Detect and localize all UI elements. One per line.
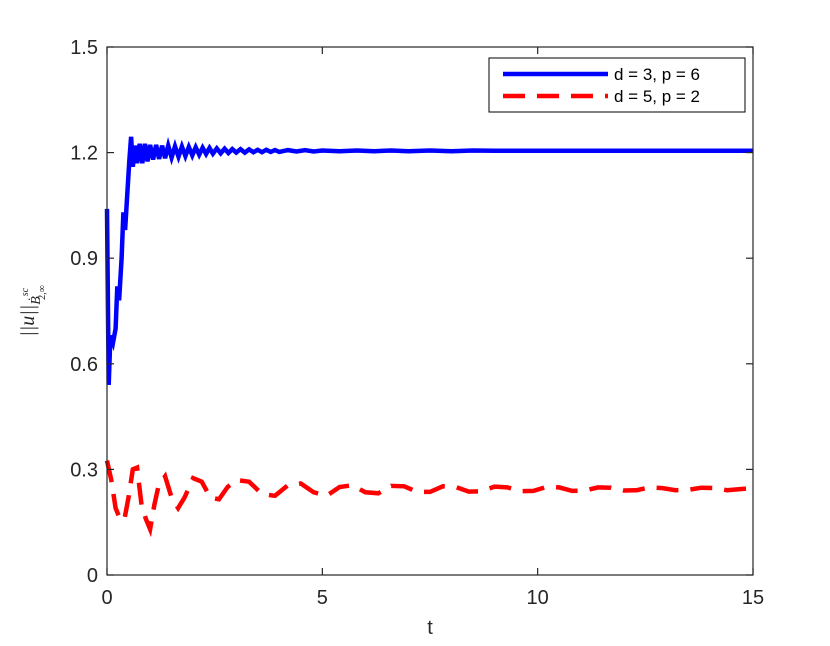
x-tick-label: 0 <box>101 587 112 609</box>
series-line-d3p6 <box>104 136 753 385</box>
legend-label-d5p2: d = 5, p = 2 <box>614 87 700 106</box>
axes-layer: 0 5 10 15 0 0.3 0.6 0.9 1.2 1.5 <box>70 37 764 609</box>
y-tick-label: 0.3 <box>70 459 98 481</box>
y-axis-label-base: Ḃ <box>28 296 44 305</box>
y-tick-label: 0.6 <box>70 354 98 376</box>
x-axis-label: t <box>427 617 433 639</box>
y-tick-label: 1.5 <box>70 37 98 59</box>
x-tick-label: 10 <box>527 587 549 609</box>
series-layer <box>104 136 754 538</box>
legend-label-d3p6: d = 3, p = 6 <box>614 65 700 84</box>
axes-frame <box>106 46 754 576</box>
y-tick-label: 0.9 <box>70 248 98 270</box>
y-axis-label-norm: ||u|| <box>17 305 39 337</box>
x-tick-label: 5 <box>317 587 328 609</box>
y-axis-label-superscript: sc <box>20 287 31 296</box>
y-tick-label: 0 <box>87 565 98 587</box>
x-tick-label: 15 <box>742 587 764 609</box>
y-axis-label: ||u||Ḃsc 2,∞ <box>17 285 48 337</box>
legend: d = 3, p = 6 d = 5, p = 2 <box>488 57 746 113</box>
y-tick-label: 1.2 <box>70 143 98 165</box>
plot-area <box>107 47 753 575</box>
y-axis-label-subscript: 2,∞ <box>37 285 48 300</box>
legend-box <box>488 57 746 113</box>
